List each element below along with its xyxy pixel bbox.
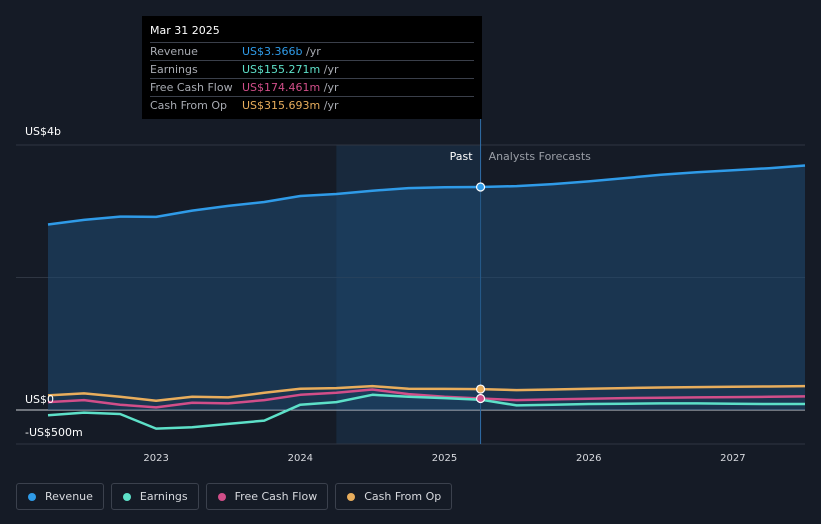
marker-dot-free-cash-flow [475, 393, 486, 404]
y-tick-label: -US$500m [25, 426, 83, 439]
tooltip-value: US$3.366b /yr [242, 43, 321, 60]
legend-item-earnings[interactable]: Earnings [110, 483, 199, 510]
marker-dot-revenue [475, 182, 486, 192]
tooltip-label: Free Cash Flow [150, 81, 233, 94]
chart-canvas: US$4b US$0 -US$500m 2023 2024 2025 2026 2027 Pas… [16, 119, 806, 464]
legend-label: Revenue [45, 490, 93, 503]
tooltip-row-earnings: Earnings US$155.271m /yr [150, 60, 474, 78]
tooltip-value-number: US$315.693m [242, 99, 321, 112]
free-cash-flow-dot-icon [217, 492, 226, 501]
legend-item-free-cash-flow[interactable]: Free Cash Flow [205, 483, 329, 510]
legend: Revenue Earnings Free Cash Flow Cash Fro… [16, 483, 453, 510]
tooltip-label: Earnings [150, 63, 198, 76]
tooltip-row-cash-from-op: Cash From Op US$315.693m /yr [150, 96, 474, 114]
tooltip-unit: /yr [323, 99, 339, 112]
legend-label: Earnings [139, 490, 188, 503]
x-tick-label: 2024 [288, 453, 313, 464]
tooltip-row-free-cash-flow: Free Cash Flow US$174.461m /yr [150, 78, 474, 96]
past-label: Past [450, 150, 474, 163]
tooltip-unit: /yr [306, 45, 321, 58]
series-line-free-cash-flow [47, 388, 806, 409]
cash-from-op-dot-icon [347, 492, 356, 501]
tooltip-value: US$174.461m /yr [242, 79, 339, 96]
x-tick-label: 2025 [432, 453, 457, 464]
marker-dot-cash-from-op [475, 384, 486, 394]
tooltip-value: US$155.271m /yr [242, 61, 339, 78]
tooltip: Mar 31 2025 Revenue US$3.366b /yr Earnin… [142, 16, 482, 119]
series-line-cash-from-op [47, 384, 806, 402]
tooltip-row-revenue: Revenue US$3.366b /yr [150, 42, 474, 60]
earnings-dot-icon [122, 492, 131, 501]
legend-item-cash-from-op[interactable]: Cash From Op [335, 483, 453, 510]
legend-label: Free Cash Flow [234, 490, 318, 503]
tooltip-value-number: US$155.271m [242, 63, 321, 76]
tooltip-value: US$315.693m /yr [242, 97, 339, 114]
tooltip-label: Revenue [150, 45, 198, 58]
tooltip-unit: /yr [323, 81, 339, 94]
y-tick-label: US$0 [25, 393, 54, 406]
legend-item-revenue[interactable]: Revenue [16, 483, 104, 510]
x-tick-label: 2023 [143, 453, 168, 464]
y-tick-label: US$4b [25, 125, 61, 138]
tooltip-label: Cash From Op [150, 99, 228, 112]
series-line-earnings [47, 393, 805, 430]
revenue-dot-icon [28, 492, 36, 501]
forecast-label: Analysts Forecasts [489, 150, 592, 163]
tooltip-date: Mar 31 2025 [150, 24, 220, 37]
x-tick-label: 2026 [576, 453, 601, 464]
tooltip-unit: /yr [323, 63, 339, 76]
tooltip-value-number: US$3.366b [242, 45, 303, 58]
legend-label: Cash From Op [364, 490, 442, 503]
revenue-area [48, 165, 805, 410]
x-tick-label: 2027 [720, 453, 745, 464]
series-line-revenue [47, 164, 806, 226]
tooltip-value-number: US$174.461m [242, 81, 321, 94]
